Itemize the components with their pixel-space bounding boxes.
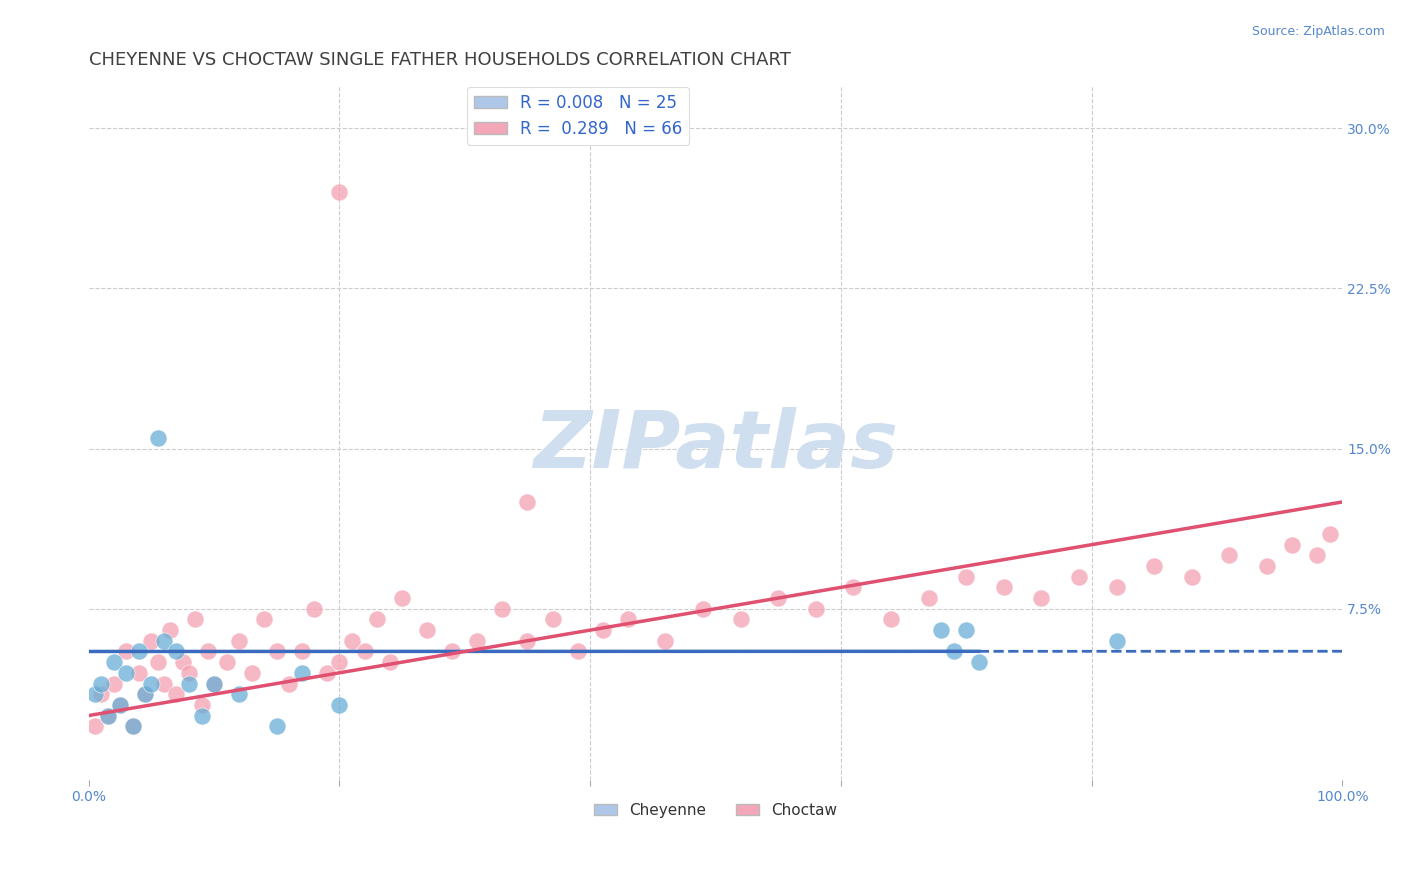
Point [228,687,250,701]
Point [190,698,212,712]
Point [278,676,301,690]
Text: CHEYENNE VS CHOCTAW SINGLE FATHER HOUSEHOLDS CORRELATION CHART: CHEYENNE VS CHOCTAW SINGLE FATHER HOUSEH… [89,51,790,69]
Point [692,601,714,615]
Point [253,612,276,626]
Point [84,687,107,701]
Point [942,644,965,658]
Point [215,655,238,669]
Point [177,676,200,690]
Point [316,665,339,680]
Point [616,612,638,626]
Text: ZIPatlas: ZIPatlas [533,408,898,485]
Point [90,687,112,701]
Point [121,719,143,733]
Point [141,676,163,690]
Point [353,644,375,658]
Point [166,644,188,658]
Point [1181,570,1204,584]
Point [115,665,138,680]
Point [1256,559,1278,574]
Point [516,633,538,648]
Point [592,623,614,637]
Point [955,623,977,637]
Point [228,633,250,648]
Point [766,591,789,605]
Point [184,612,207,626]
Point [1067,570,1090,584]
Point [955,570,977,584]
Point [1306,549,1329,563]
Point [121,719,143,733]
Point [917,591,939,605]
Point [172,655,194,669]
Point [153,676,176,690]
Point [166,687,188,701]
Point [654,633,676,648]
Point [929,623,952,637]
Point [516,495,538,509]
Point [366,612,388,626]
Point [108,698,131,712]
Point [993,581,1015,595]
Point [115,644,138,658]
Point [304,601,326,615]
Point [541,612,564,626]
Point [190,708,212,723]
Point [146,655,169,669]
Point [134,687,156,701]
Point [197,644,219,658]
Point [202,676,225,690]
Point [328,698,350,712]
Point [1031,591,1053,605]
Point [202,676,225,690]
Point [328,186,350,200]
Point [567,644,589,658]
Point [291,644,314,658]
Point [128,665,150,680]
Point [804,601,827,615]
Point [291,665,314,680]
Point [103,676,125,690]
Point [880,612,903,626]
Legend: Cheyenne, Choctaw: Cheyenne, Choctaw [588,797,844,824]
Point [177,665,200,680]
Point [1319,527,1341,541]
Point [134,687,156,701]
Point [96,708,118,723]
Point [730,612,752,626]
Point [146,431,169,445]
Point [240,665,263,680]
Point [141,633,163,648]
Point [842,581,865,595]
Point [378,655,401,669]
Point [967,655,990,669]
Point [340,633,363,648]
Point [1281,538,1303,552]
Point [328,655,350,669]
Point [103,655,125,669]
Point [159,623,181,637]
Point [84,719,107,733]
Point [1105,581,1128,595]
Point [441,644,464,658]
Point [153,633,176,648]
Point [465,633,488,648]
Point [391,591,413,605]
Point [108,698,131,712]
Point [1143,559,1166,574]
Point [266,644,288,658]
Point [96,708,118,723]
Point [1105,633,1128,648]
Point [266,719,288,733]
Point [128,644,150,658]
Point [90,676,112,690]
Text: Source: ZipAtlas.com: Source: ZipAtlas.com [1251,25,1385,38]
Point [491,601,513,615]
Point [416,623,439,637]
Point [1218,549,1240,563]
